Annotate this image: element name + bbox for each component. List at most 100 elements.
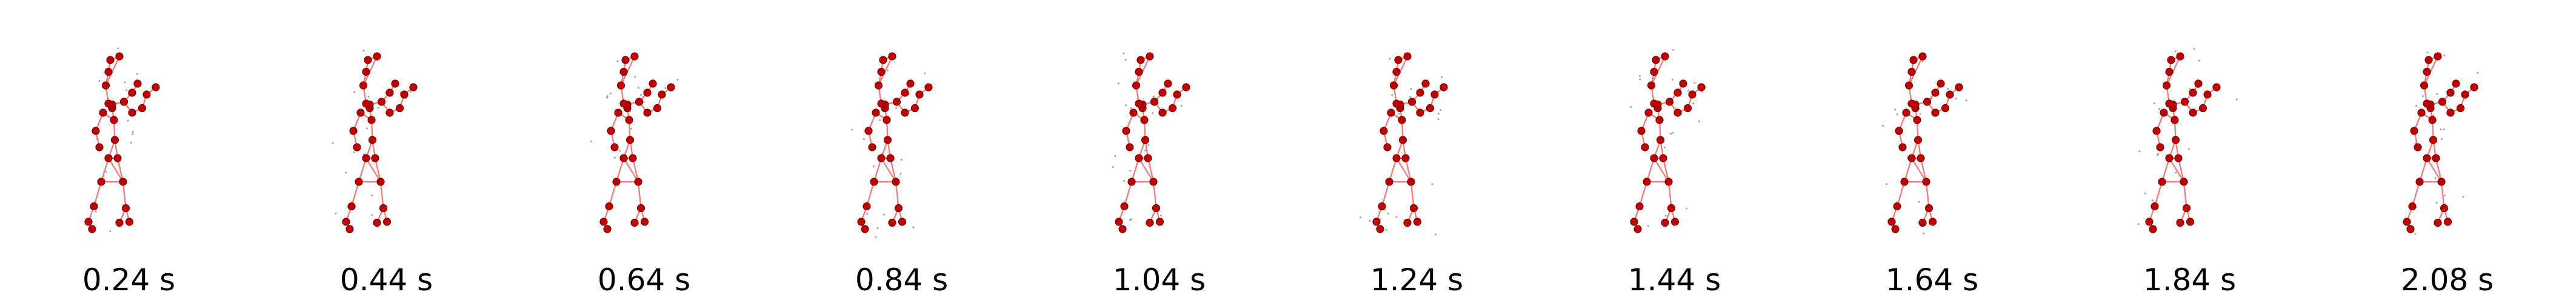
joint-point — [362, 154, 370, 162]
bone-line — [1896, 181, 1906, 207]
bone-line — [1404, 157, 1412, 183]
joint-point — [2176, 218, 2184, 227]
frame-panel: 1.24 s — [1288, 0, 1546, 303]
noise-point — [1886, 182, 1888, 185]
joint-point — [629, 154, 637, 162]
joint-point — [2203, 90, 2212, 99]
noise-point — [409, 90, 412, 93]
joint-point — [1155, 218, 1164, 226]
joint-point — [99, 108, 107, 117]
noise-point — [1947, 88, 1949, 90]
noise-point — [105, 171, 107, 173]
joints — [84, 52, 160, 233]
noise-point — [127, 119, 129, 122]
noise-point — [1687, 90, 1690, 92]
joint-point — [1902, 108, 1910, 117]
joint-point — [359, 81, 368, 90]
joint-point — [345, 225, 354, 233]
joint-point — [1697, 83, 1706, 92]
joint-point — [106, 56, 115, 64]
bone-line — [1650, 55, 1666, 87]
joint-point — [138, 104, 147, 113]
joint-point — [1633, 225, 1642, 233]
time-label: 0.44 s — [339, 262, 433, 298]
joint-point — [373, 218, 381, 227]
joint-point — [2403, 218, 2411, 226]
noise-point — [371, 214, 373, 216]
noise-point — [2414, 233, 2417, 235]
noise-point — [2187, 148, 2190, 150]
joint-point — [1895, 127, 1903, 135]
noise-point — [1147, 144, 1150, 147]
joint-point — [1440, 83, 1448, 92]
joint-point — [1164, 79, 1172, 88]
joint-point — [409, 83, 418, 92]
noise-point — [1123, 179, 1126, 182]
joint-point — [1661, 52, 1669, 61]
joint-point — [877, 99, 886, 108]
noise-point — [1360, 216, 1362, 219]
noise-point — [1639, 78, 1641, 81]
bone-line — [107, 157, 124, 183]
noise-point — [866, 213, 869, 215]
joint-point — [1126, 143, 1134, 152]
joint-point — [619, 67, 628, 76]
joint-point — [1372, 218, 1381, 226]
noise-point — [1923, 232, 1925, 235]
noise-point — [895, 107, 898, 110]
noise-point — [1369, 219, 1371, 222]
joint-point — [1667, 204, 1676, 213]
joint-point — [1914, 136, 1923, 144]
noise-point — [1114, 155, 1116, 157]
joint-point — [634, 178, 642, 186]
joint-point — [373, 52, 381, 61]
bone-line — [637, 181, 642, 209]
bone-line — [2177, 157, 2185, 183]
joint-point — [391, 79, 399, 88]
joint-point — [1127, 178, 1136, 186]
noise-point — [2189, 88, 2191, 90]
noise-point — [2157, 153, 2160, 155]
noise-point — [1672, 48, 1675, 52]
joint-point — [1918, 52, 1927, 61]
joint-point — [1931, 88, 1940, 97]
noise-point — [2434, 177, 2437, 179]
joint-point — [1887, 218, 1896, 226]
joint-point — [1630, 218, 1638, 226]
joint-point — [877, 67, 886, 76]
joint-point — [2149, 225, 2157, 233]
bone-line — [622, 157, 639, 183]
joint-point — [1407, 98, 1416, 106]
joint-point — [2452, 79, 2460, 88]
noise-point — [1431, 183, 1433, 185]
pose-skeleton — [851, 52, 933, 238]
joint-point — [2446, 88, 2455, 97]
noise-point — [2432, 114, 2435, 117]
bones — [87, 55, 157, 230]
joint-point — [2415, 178, 2424, 186]
joint-point — [1149, 178, 1158, 186]
joint-point — [2212, 83, 2221, 92]
noise-point — [609, 92, 612, 95]
noise-point — [2235, 98, 2238, 101]
noise-point — [2144, 192, 2147, 195]
bone-line — [615, 157, 625, 183]
bone-line — [1920, 157, 1927, 183]
bone-line — [122, 181, 127, 209]
noise-point — [2158, 108, 2161, 110]
frame-panel: 1.44 s — [1546, 0, 1803, 303]
noise-point — [125, 89, 128, 92]
joint-point — [377, 98, 386, 106]
noise-point — [362, 50, 365, 52]
joints — [1372, 52, 1448, 233]
noise-point — [1630, 105, 1632, 108]
joint-point — [2470, 83, 2478, 92]
joint-point — [2423, 67, 2431, 76]
joint-point — [1144, 154, 1152, 162]
joint-point — [861, 225, 869, 233]
noise-point — [1160, 214, 1162, 217]
joint-point — [1898, 143, 1907, 152]
noise-point — [2151, 199, 2154, 202]
joint-point — [1683, 104, 1692, 113]
pose-skeleton — [84, 47, 160, 233]
